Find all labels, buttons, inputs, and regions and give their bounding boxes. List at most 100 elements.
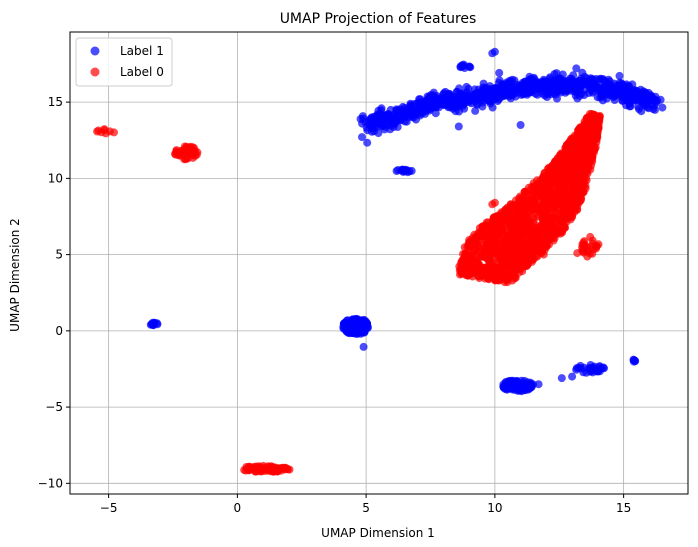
scatter-point: [575, 76, 584, 85]
scatter-point: [464, 84, 473, 93]
scatter-point: [455, 107, 463, 116]
scatter-point: [398, 102, 407, 111]
scatter-point: [594, 112, 602, 121]
scatter-point: [584, 89, 593, 97]
scatter-point: [378, 116, 387, 125]
scatter-point: [540, 91, 549, 100]
scatter-point: [479, 79, 488, 88]
plot-frame: [69, 31, 689, 495]
scatter-point: [611, 90, 620, 99]
scatter-point: [488, 200, 497, 209]
scatter-point: [413, 99, 422, 108]
scatter-point: [564, 77, 572, 85]
scatter-point: [554, 215, 562, 224]
scatter-point: [456, 270, 464, 279]
scatter-point: [505, 256, 514, 265]
scatter-point: [514, 268, 523, 277]
scatter-point: [564, 155, 573, 164]
scatter-point: [565, 205, 574, 214]
legend-marker: [90, 67, 100, 77]
y-tick-label: 0: [55, 324, 63, 338]
scatter-point: [622, 92, 630, 101]
scatter-point: [519, 89, 527, 98]
scatter-point: [604, 79, 613, 88]
scatter-point: [584, 79, 593, 88]
scatter-point: [489, 221, 498, 230]
scatter-point: [476, 252, 485, 261]
scatter-point: [543, 183, 551, 192]
scatter-point: [580, 156, 589, 165]
y-axis-label: UMAP Dimension 2: [8, 218, 22, 332]
scatter-point: [508, 237, 517, 245]
scatter-point: [485, 87, 494, 96]
scatter-point: [546, 176, 554, 185]
scatter-point: [552, 69, 561, 78]
scatter-point: [467, 243, 476, 252]
legend-label: Label 1: [120, 44, 164, 58]
scatter-point: [500, 278, 509, 287]
scatter-point: [94, 126, 103, 135]
scatter-point: [444, 103, 453, 112]
scatter-point: [585, 249, 594, 258]
scatter-point: [597, 364, 605, 373]
scatter-point: [518, 214, 527, 223]
scatter-point: [510, 248, 519, 257]
scatter-point: [572, 364, 581, 373]
scatter-point: [363, 138, 372, 147]
scatter-point: [285, 465, 294, 474]
scatter-point: [465, 62, 474, 71]
scatter-point: [488, 49, 497, 58]
scatter-point: [461, 261, 470, 270]
scatter-point: [407, 101, 416, 110]
scatter-point: [470, 268, 479, 277]
scatter-point: [490, 248, 499, 257]
scatter-point: [265, 462, 274, 471]
scatter-point: [492, 257, 501, 265]
scatter-point: [552, 229, 561, 238]
scatter-point: [483, 253, 492, 261]
scatter-point: [257, 465, 266, 474]
scatter-point: [559, 83, 568, 91]
scatter-point: [507, 378, 516, 387]
scatter-point: [625, 99, 634, 108]
scatter-point: [503, 84, 512, 93]
scatter-point: [649, 96, 657, 105]
scatter-point: [538, 213, 547, 222]
x-tick-label: 10: [487, 501, 502, 515]
scatter-point: [444, 89, 453, 98]
y-tick-label: 5: [55, 248, 63, 262]
legend: Label 1 Label 0: [75, 37, 173, 87]
scatter-point: [492, 214, 501, 223]
scatter-point: [569, 87, 578, 96]
scatter-point: [577, 141, 586, 150]
scatter-point: [564, 144, 573, 153]
scatter-point: [644, 88, 653, 97]
scatter-point: [508, 224, 517, 233]
scatter-point: [558, 163, 567, 171]
scatter-point: [475, 224, 484, 233]
scatter-point: [394, 166, 403, 174]
scatter-point: [615, 71, 624, 80]
scatter-point: [494, 240, 503, 248]
scatter-point: [525, 219, 534, 228]
scatter-point: [558, 176, 567, 185]
scatter-point: [495, 68, 504, 77]
legend-label: Label 0: [120, 65, 164, 79]
scatter-point: [469, 251, 478, 259]
scatter-point: [438, 93, 447, 102]
scatter-point: [100, 126, 109, 135]
scatter-point: [492, 275, 501, 284]
x-tick-label: 0: [234, 501, 242, 515]
scatter-point: [423, 92, 432, 101]
scatter-point: [564, 197, 572, 206]
scatter-point: [499, 90, 508, 99]
scatter-point: [242, 463, 251, 471]
scatter-point: [558, 168, 567, 177]
y-tick-label: −10: [38, 476, 63, 490]
scatter-point: [377, 104, 386, 113]
scatter-point: [476, 269, 485, 278]
scatter-point: [431, 109, 440, 118]
scatter-point: [572, 64, 581, 73]
scatter-point: [513, 258, 522, 267]
